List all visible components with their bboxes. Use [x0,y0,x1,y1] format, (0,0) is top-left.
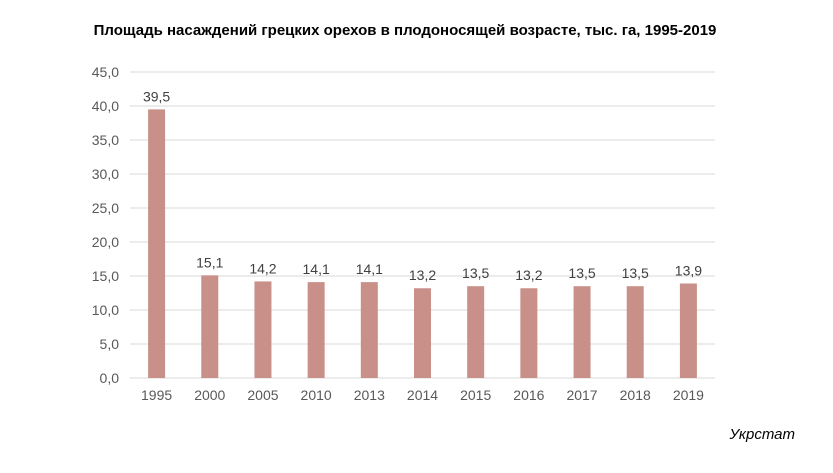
x-tick-label: 2019 [673,387,704,403]
bar [467,286,485,378]
y-tick-label: 15,0 [92,268,119,284]
data-label: 39,5 [143,88,170,104]
data-label: 13,2 [515,267,542,283]
x-tick-label: 2010 [301,387,332,403]
y-tick-label: 0,0 [100,370,120,386]
data-label: 13,5 [462,265,489,281]
data-label: 15,1 [196,254,223,270]
bar [573,286,591,378]
y-tick-label: 20,0 [92,234,119,250]
y-tick-label: 35,0 [92,132,119,148]
data-label: 13,5 [568,265,595,281]
x-tick-label: 1995 [141,387,172,403]
bar [201,275,219,378]
bar [254,281,272,378]
data-label: 14,1 [356,261,383,277]
data-label: 14,1 [303,261,330,277]
bar [307,282,325,378]
chart-title: Площадь насаждений грецких орехов в плод… [93,22,717,39]
x-tick-label: 2015 [460,387,491,403]
bar [360,282,378,378]
data-label: 13,9 [675,262,702,278]
x-tick-label: 2005 [247,387,278,403]
x-tick-label: 2000 [194,387,225,403]
bar [626,286,644,378]
data-label: 13,2 [409,267,436,283]
x-tick-label: 2017 [566,387,597,403]
x-tick-label: 2014 [407,387,438,403]
bar [679,283,697,378]
bar [520,288,538,378]
data-label: 14,2 [249,260,276,276]
x-tick-label: 2016 [513,387,544,403]
x-tick-label: 2013 [354,387,385,403]
bar [414,288,431,378]
y-tick-label: 25,0 [92,200,119,216]
y-tick-label: 30,0 [92,166,119,182]
source-label: Укрстат [729,426,795,443]
x-tick-label: 2018 [620,387,651,403]
bar [148,109,166,379]
y-tick-label: 45,0 [92,64,119,80]
y-tick-label: 10,0 [92,302,119,318]
y-tick-label: 5,0 [100,336,120,352]
data-label: 13,5 [622,265,649,281]
y-tick-label: 40,0 [92,98,119,114]
